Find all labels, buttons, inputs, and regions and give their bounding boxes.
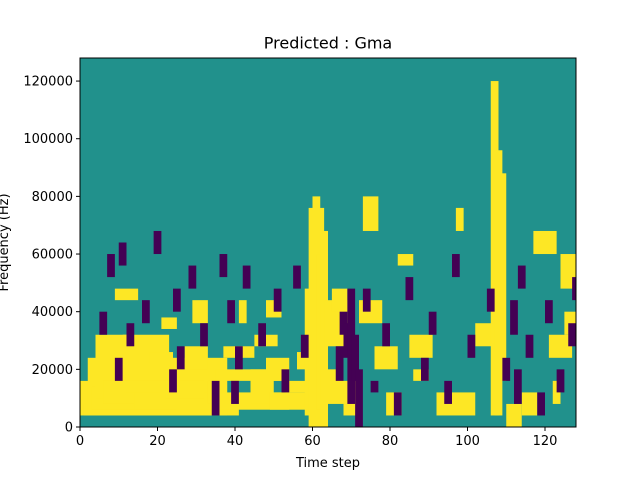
heatmap-cell-high (126, 392, 173, 393)
heatmap-cell-high (312, 196, 321, 428)
heatmap-cell-high (320, 230, 328, 427)
y-tick-label: 60000 (32, 248, 73, 263)
heatmap-cell-low (502, 357, 511, 381)
heatmap-cell-low (231, 380, 239, 404)
heatmap-cell-high (498, 173, 507, 381)
heatmap-cell-low (169, 369, 177, 393)
heatmap-cell-high (436, 392, 476, 416)
heatmap-cell-high (397, 254, 414, 266)
heatmap-cell-low (428, 311, 437, 335)
heatmap-cell-high (533, 230, 557, 255)
heatmap-cell-low (525, 334, 534, 358)
heatmap-cell-low (300, 334, 309, 358)
heatmap-cell-high (114, 288, 139, 301)
heatmap-cell-high (269, 392, 309, 410)
heatmap-cell-low (281, 369, 290, 393)
heatmap-cell-high (184, 346, 208, 370)
heatmap-cell-low (517, 265, 526, 289)
heatmap-cell-low (188, 265, 197, 289)
heatmap-cell-low (242, 265, 251, 289)
heatmap-cell-high (490, 81, 499, 416)
heatmap-cell-low (556, 369, 565, 393)
heatmap-cell-high (331, 288, 348, 312)
y-tick-label: 80000 (32, 190, 73, 205)
x-tick-label: 100 (455, 434, 480, 449)
heatmap-cell-low (273, 288, 282, 312)
heatmap-cell-low (118, 242, 127, 266)
heatmap-cell-low (99, 311, 108, 335)
heatmap-cell-low (176, 346, 185, 370)
x-tick-label: 60 (304, 434, 321, 449)
x-axis-label: Time step (295, 456, 360, 471)
heatmap-cell-high (409, 334, 433, 358)
x-tick-label: 120 (533, 434, 558, 449)
heatmap-cell-low (545, 300, 553, 324)
heatmap-cell-low (293, 265, 301, 289)
heatmap-cell-high (548, 334, 573, 358)
heatmap-cell-low (486, 288, 495, 312)
heatmap-cell-high (374, 346, 398, 370)
heatmap-cell-low (351, 334, 359, 381)
plot-frame (79, 57, 577, 428)
heatmap-cell-high (254, 334, 278, 347)
y-tick-label: 120000 (23, 75, 73, 90)
heatmap-cell-high (521, 392, 538, 416)
heatmap-cell-low (355, 369, 363, 427)
plot-area (80, 58, 577, 428)
heatmap-cell-high (455, 207, 464, 231)
heatmap-cell-low (126, 323, 135, 347)
heatmap-cell-low (393, 392, 402, 416)
heatmap-cell-low (467, 334, 476, 358)
heatmap-cell-low (514, 369, 522, 404)
heatmap-cell-high (161, 317, 177, 329)
heatmap-cell-high (506, 403, 522, 427)
y-tick-label: 100000 (23, 132, 73, 147)
heatmap-cell-low (227, 300, 235, 324)
heatmap-cell-low (572, 277, 577, 301)
heatmap-cell-high (552, 380, 561, 404)
heatmap-cell-low (568, 323, 576, 347)
heatmap-cell-low (421, 357, 429, 381)
heatmap-cell-high (149, 352, 173, 364)
heatmap-cell-low (343, 323, 352, 358)
heatmap-cell-low (444, 380, 452, 404)
heatmap-cell-low (452, 254, 460, 278)
heatmap-cell-low (142, 300, 150, 324)
x-tick-label: 80 (382, 434, 399, 449)
x-tick-label: 0 (76, 434, 84, 449)
heatmap-cell-low (335, 346, 344, 381)
x-axis: 0 20 40 60 80 100 120 (76, 427, 558, 449)
heatmap-cell-high (192, 300, 208, 324)
y-tick-label: 20000 (32, 363, 73, 378)
y-tick-label: 40000 (32, 305, 73, 320)
x-tick-label: 20 (149, 434, 166, 449)
heatmap-cell-high (560, 254, 576, 289)
heatmap-cell-low (362, 288, 371, 312)
chart-title: Predicted : Gma (264, 34, 392, 53)
y-axis: 0 20000 40000 60000 80000 100000 120000 (23, 75, 80, 436)
heatmap-cell-low (153, 230, 162, 255)
heatmap-cell-high (362, 196, 379, 231)
heatmap-cell-low (219, 254, 228, 278)
x-tick-label: 40 (227, 434, 244, 449)
heatmap-cell-low (258, 323, 266, 347)
heatmap-cell-low (211, 380, 220, 416)
heatmap-cell-low (173, 288, 181, 312)
heatmap-cell-low (537, 392, 545, 416)
heatmap-cell-low (370, 380, 379, 393)
heatmap-cell-low (107, 254, 115, 278)
heatmap-cell-high (238, 300, 247, 324)
heatmap-cell-low (114, 357, 123, 381)
heatmap-cell-low (235, 346, 243, 370)
y-tick-label: 0 (65, 421, 73, 436)
heatmap-cell-low (200, 323, 208, 347)
heatmap-cell-low (405, 277, 414, 301)
y-axis-label: Frequency (Hz) (0, 193, 12, 291)
heatmap-cell-low (382, 323, 390, 347)
heatmap-cell-low (510, 300, 518, 335)
